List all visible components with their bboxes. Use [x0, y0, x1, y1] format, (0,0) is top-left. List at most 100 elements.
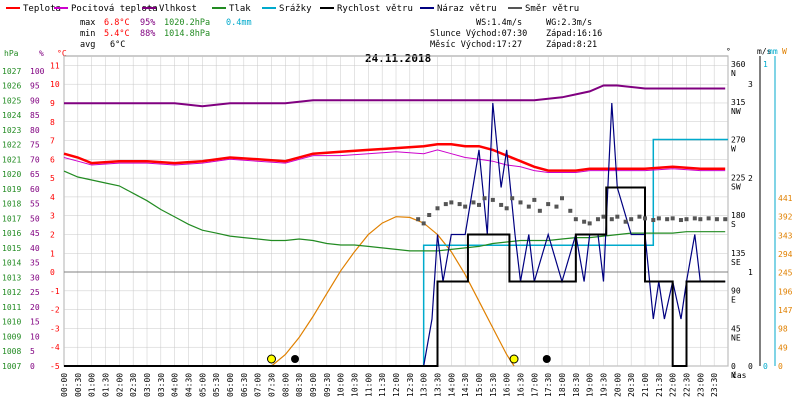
- hpa-tick: 1013: [2, 273, 21, 282]
- x-tick: 08:00: [281, 373, 290, 397]
- direction-point: [471, 200, 476, 205]
- sunset-marker: [509, 354, 519, 364]
- moonrise-marker: [542, 355, 551, 363]
- percent-tick: 50: [30, 214, 40, 223]
- wind-tick: 1: [748, 268, 753, 277]
- x-axis-label: čas: [732, 370, 747, 380]
- direction-point: [435, 206, 440, 211]
- percent-tick: 25: [30, 288, 40, 297]
- x-tick: 16:00: [503, 373, 512, 397]
- rain-tick: 0: [763, 362, 768, 371]
- direction-point: [651, 218, 656, 223]
- percent-axis-label: %: [39, 49, 44, 58]
- x-tick: 13:30: [434, 373, 443, 397]
- percent-tick: 85: [30, 111, 40, 120]
- hpa-tick: 1008: [2, 347, 21, 356]
- x-tick: 04:00: [171, 373, 180, 397]
- solar-tick: 98: [778, 325, 788, 334]
- stats-max-hum: 95%: [140, 18, 155, 28]
- x-tick: 03:00: [143, 373, 152, 397]
- x-tick: 01:30: [102, 373, 111, 397]
- x-tick: 06:00: [226, 373, 235, 397]
- direction-point: [714, 217, 719, 222]
- percent-tick: 70: [30, 155, 40, 164]
- compass-label: NW: [731, 107, 741, 116]
- sun-set: Západ:16:16: [546, 29, 602, 39]
- hpa-tick: 1011: [2, 303, 21, 312]
- x-tick: 22:00: [669, 373, 678, 397]
- x-tick: 10:30: [351, 373, 360, 397]
- direction-point: [510, 196, 515, 201]
- solar-tick: 196: [778, 287, 793, 296]
- solar-tick: 343: [778, 231, 793, 240]
- direction-tick: 0: [731, 362, 736, 371]
- direction-tick: 270: [731, 136, 746, 145]
- x-tick: 17:30: [544, 373, 553, 397]
- solar-tick: 147: [778, 306, 793, 315]
- celsius-tick: 7: [50, 137, 55, 146]
- x-tick: 09:00: [309, 373, 318, 397]
- hpa-tick: 1010: [2, 318, 21, 327]
- moonset-marker: [291, 355, 300, 363]
- celsius-tick: -4: [50, 343, 60, 352]
- celsius-tick: 8: [50, 118, 55, 127]
- wind-wg: WG:2.3m/s: [546, 18, 592, 28]
- direction-point: [623, 219, 628, 224]
- percent-tick: 15: [30, 318, 40, 327]
- hpa-axis-label: hPa: [4, 49, 19, 58]
- celsius-tick: 2: [50, 230, 55, 239]
- chart-date: 24.11.2018: [365, 52, 431, 65]
- x-tick: 06:30: [240, 373, 249, 397]
- celsius-tick: 5: [50, 174, 55, 183]
- percent-tick: 90: [30, 96, 40, 105]
- direction-point: [609, 217, 614, 222]
- percent-tick: 0: [30, 362, 35, 371]
- x-tick: 11:30: [378, 373, 387, 397]
- direction-point: [698, 217, 703, 222]
- x-tick: 13:00: [420, 373, 429, 397]
- direction-point: [421, 221, 426, 226]
- sunrise-marker: [267, 354, 276, 364]
- x-tick: 04:30: [185, 373, 194, 397]
- sun-info: Slunce Východ:07:30: [430, 29, 527, 39]
- percent-tick: 5: [30, 347, 35, 356]
- x-tick: 02:30: [129, 373, 138, 397]
- legend-label: Pocitová teplota: [71, 4, 158, 14]
- legend: Teplota Pocitová teplota Vlhkost Tlak Srážky…: [6, 4, 579, 14]
- x-tick: 21:00: [641, 373, 650, 397]
- wind-tick: 0: [748, 362, 753, 371]
- direction-point: [504, 206, 509, 211]
- compass-label: W: [731, 145, 736, 154]
- celsius-axis-label: °C: [57, 49, 67, 58]
- stats-min-temp: 5.4°C: [104, 29, 130, 39]
- x-tick: 07:30: [268, 373, 277, 397]
- left-axes: hPa% °C1007100810091010101110121013101410…: [2, 49, 67, 371]
- moon-set: Západ:8:21: [546, 40, 597, 50]
- x-tick: 18:00: [558, 373, 567, 397]
- plot-area: [63, 84, 728, 367]
- x-axis: 00:00 00:30 01:00 01:30 02:00 02:30 03:00 03:30…: [60, 370, 747, 397]
- x-tick: 07:00: [254, 373, 263, 397]
- direction-point: [537, 208, 542, 213]
- x-tick: 12:30: [406, 373, 415, 397]
- celsius-tick: -3: [50, 324, 60, 333]
- direction-point: [684, 217, 689, 222]
- direction-point: [416, 217, 421, 222]
- x-tick: 05:00: [198, 373, 207, 397]
- hpa-tick: 1021: [2, 155, 21, 164]
- direction-point: [637, 214, 642, 219]
- direction-point: [427, 213, 432, 217]
- direction-point: [482, 196, 487, 201]
- stats-max-label: max: [80, 18, 95, 28]
- x-tick: 14:00: [447, 373, 456, 397]
- stats-block: max 6.8°C 95% 1020.2hPa 0.4mm min 5.4°C …: [80, 18, 602, 50]
- direction-point: [573, 217, 578, 222]
- direction-point: [554, 204, 559, 209]
- celsius-tick: 11: [50, 61, 60, 70]
- compass-label: SW: [731, 182, 741, 191]
- x-tick: 12:00: [392, 373, 401, 397]
- x-tick: 22:30: [683, 373, 692, 397]
- direction-point: [546, 202, 551, 207]
- compass-label: SE: [731, 258, 741, 267]
- direction-point: [518, 200, 523, 205]
